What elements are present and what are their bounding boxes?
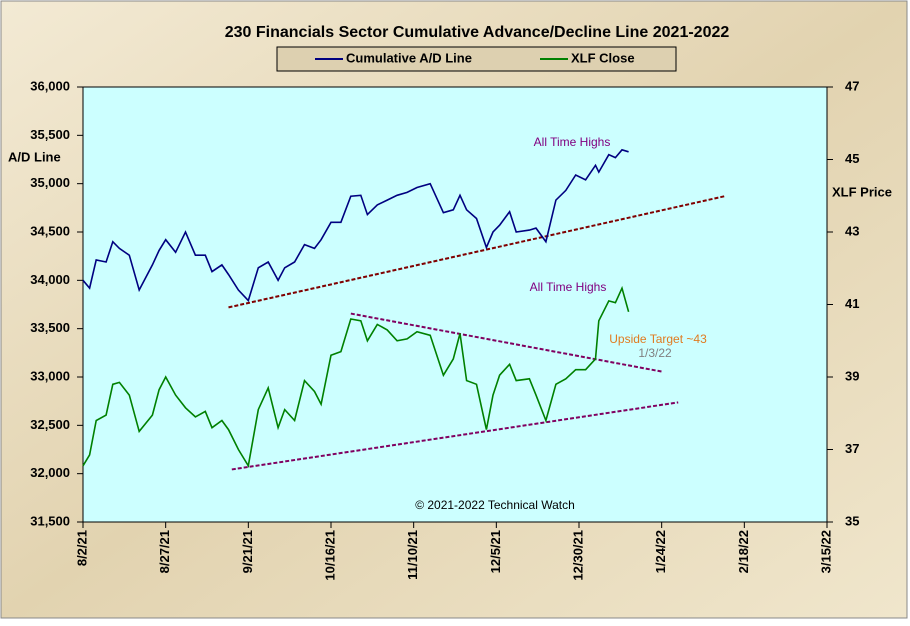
chart-title: 230 Financials Sector Cumulative Advance… <box>225 24 730 41</box>
legend <box>276 46 677 72</box>
trend-line <box>228 195 725 309</box>
y-tick-label: 33,500 <box>30 320 70 335</box>
y-axis-label: A/D Line <box>8 149 61 164</box>
y2-tick-label: 35 <box>845 513 859 528</box>
y2-tick-label: 41 <box>845 296 859 311</box>
x-tick-label: 8/27/21 <box>157 530 172 573</box>
x-tick-label: 12/5/21 <box>488 530 503 573</box>
y-tick-label: 36,000 <box>30 78 70 93</box>
y-tick-label: 35,500 <box>30 127 70 142</box>
y-tick-label: 31,500 <box>30 513 70 528</box>
x-tick-label: 9/21/21 <box>240 530 255 573</box>
y-tick-label: 34,500 <box>30 223 70 238</box>
annotation: Upside Target ~43 <box>609 332 707 346</box>
series-line <box>82 148 629 303</box>
x-tick-label: 8/2/21 <box>74 530 89 566</box>
y2-tick-label: 45 <box>845 151 859 166</box>
trend-line <box>231 401 679 471</box>
series-line <box>82 285 630 469</box>
y-tick-label: 33,000 <box>30 368 70 383</box>
y2-tick-label: 39 <box>845 368 859 383</box>
y-tick-label: 32,500 <box>30 417 70 432</box>
y-tick-label: 32,000 <box>30 465 70 480</box>
x-tick-label: 11/10/21 <box>405 530 420 580</box>
y-tick-label: 34,000 <box>30 272 70 287</box>
copyright: © 2021-2022 Technical Watch <box>415 498 575 512</box>
y2-tick-label: 47 <box>845 78 859 93</box>
legend-label: Cumulative A/D Line <box>346 50 472 65</box>
annotation: All Time Highs <box>534 135 611 149</box>
x-tick-label: 1/24/22 <box>653 530 668 573</box>
trend-line <box>350 312 662 373</box>
x-tick-label: 3/15/22 <box>818 530 833 573</box>
annotation: 1/3/22 <box>638 346 672 360</box>
y2-tick-label: 43 <box>845 223 859 238</box>
y2-axis-label: XLF Price <box>832 184 892 199</box>
legend-label: XLF Close <box>571 50 635 65</box>
x-tick-label: 2/18/22 <box>736 530 751 573</box>
y-tick-label: 35,000 <box>30 175 70 190</box>
x-tick-label: 12/30/21 <box>570 530 585 581</box>
x-tick-label: 10/16/21 <box>322 530 337 581</box>
y2-tick-label: 37 <box>845 441 859 456</box>
plot-area <box>82 86 828 523</box>
annotation: All Time Highs <box>530 280 607 294</box>
